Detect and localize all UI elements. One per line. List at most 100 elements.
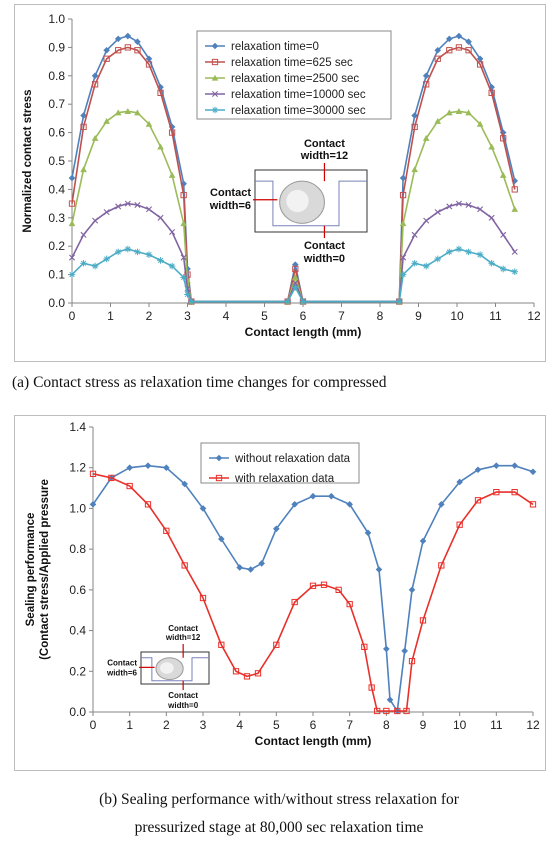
chart-a-data-point — [157, 257, 164, 264]
chart-b-data-point — [144, 462, 152, 469]
chart-a-data-point — [114, 248, 122, 256]
chart-a-data-point — [411, 231, 418, 238]
chart-a-data-point — [455, 44, 463, 51]
chart-a-data-point — [434, 255, 442, 263]
chart-b: 0.00.20.40.60.81.01.21.40 1 2 3 4 5 6 7 8 9 10 11 12… — [25, 420, 540, 748]
chart-a-legend-box — [196, 30, 392, 120]
chart-a-data-point — [511, 205, 519, 212]
chart-a-data-point — [446, 47, 453, 54]
chart-b-legend-label: with relaxation data — [234, 473, 335, 485]
chart-a-data-point — [422, 72, 430, 80]
chart-a-data-point — [68, 271, 76, 278]
chart-a-data-point — [145, 61, 153, 68]
chart-b-y-tick-label: 0.6 — [69, 583, 86, 597]
chart-a-data-point — [465, 201, 472, 209]
chart-a-data-point — [114, 109, 122, 116]
chart-a-data-point — [103, 117, 110, 124]
chart-a-data-point — [500, 231, 507, 238]
chart-a-data-point — [134, 47, 141, 54]
chart-a-y-tick-label: 0.4 — [48, 182, 65, 196]
chart-b-data-point — [126, 464, 133, 472]
chart-b-data-point — [394, 707, 401, 715]
chart-a-data-point — [124, 245, 132, 253]
chart-b-y-tick-label: 0.8 — [69, 542, 86, 556]
chart-a-data-point — [80, 259, 87, 267]
chart-b-data-point — [291, 598, 298, 606]
chart-a-data-point — [115, 47, 122, 54]
caption-b-line2: pressurized stage at 80,000 sec relaxati… — [134, 819, 424, 836]
chart-a-x-tick-label: 6 — [300, 309, 307, 323]
chart-b-data-point — [236, 564, 243, 571]
chart-a-inset-label-bottom: width=0 — [303, 253, 345, 265]
chart-b-x-tick-label: 10 — [453, 718, 467, 732]
chart-b-data-point — [374, 707, 381, 715]
caption-b-line1: (b) Sealing performance with/without str… — [99, 791, 459, 808]
chart-b-x-tick-label: 2 — [163, 718, 170, 732]
chart-a-data-point — [180, 274, 187, 281]
chart-a-data-point — [91, 134, 99, 141]
chart-b-x-tick-label: 5 — [273, 718, 280, 732]
chart-a-data-point — [465, 38, 472, 46]
chart-a-data-point — [488, 143, 495, 150]
chart-b-x-tick-label: 8 — [383, 718, 390, 732]
chart-a-inset-oring-highlight — [286, 189, 309, 213]
chart-a-data-point — [465, 47, 472, 54]
chart-b-data-point — [181, 562, 188, 569]
chart-a-data-point — [411, 112, 418, 119]
chart-a-data-point — [422, 262, 430, 270]
chart-b-data-point — [89, 470, 97, 477]
chart-a-data-point — [169, 228, 176, 236]
chart-b-data-point — [335, 586, 342, 593]
chart-a-x-tick-label: 10 — [450, 309, 464, 323]
chart-a-data-point — [399, 220, 407, 227]
chart-a-data-point — [292, 280, 299, 287]
chart-b-series-1 — [89, 462, 537, 715]
chart-a-y-tick-label: 0.1 — [48, 268, 65, 282]
chart-a-data-point — [465, 248, 472, 256]
chart-b-data-point — [386, 696, 394, 704]
chart-a-x-tick-label: 0 — [69, 309, 76, 323]
chart-a-data-point — [488, 89, 495, 96]
chart-a-x-tick-label: 11 — [489, 309, 502, 323]
chart-a-data-point — [103, 255, 110, 263]
chart-b-data-point — [258, 560, 265, 567]
chart-a-data-point — [434, 209, 441, 216]
chart-b-data-point — [511, 462, 518, 469]
chart-b-x-tick-label: 12 — [526, 718, 540, 732]
chart-b-legend: without relaxation data with relaxation d… — [200, 442, 360, 485]
chart-a-data-point — [488, 259, 495, 267]
chart-a-data-point — [511, 268, 519, 276]
chart-b-legend-box — [200, 442, 360, 484]
chart-b-inset-label-left: width=6 — [106, 668, 138, 677]
chart-a-x-tick-label: 5 — [261, 309, 268, 323]
chart-a-inset-groove — [255, 180, 367, 227]
chart-a-data-point — [411, 259, 418, 267]
chart-a-data-point — [157, 143, 164, 150]
chart-b-data-point — [456, 521, 463, 528]
chart-a-data-point — [476, 55, 484, 63]
chart-a-x-label: Contact length (mm) — [245, 325, 362, 339]
chart-a-legend-label: relaxation time=2500 sec — [231, 73, 359, 85]
chart-a-data-point — [455, 32, 463, 40]
chart-b-x-tick-label: 3 — [200, 718, 207, 732]
chart-b-x-tick-label: 0 — [90, 718, 97, 732]
chart-a-data-point — [284, 298, 291, 305]
chart-a-series-line — [71, 202, 516, 303]
chart-a-data-point — [476, 61, 484, 68]
chart-a-data-point — [292, 265, 299, 273]
chart-b-series-2 — [89, 470, 537, 715]
chart-a-data-point — [434, 117, 442, 124]
chart-b-data-point — [346, 600, 353, 608]
chart-a-data-point — [68, 220, 76, 227]
chart-a-series-line — [71, 110, 516, 303]
chart-b-data-point — [493, 489, 500, 496]
chart-a-data-point — [455, 200, 462, 207]
chart-a-legend-marker — [211, 106, 219, 114]
chart-b-data-point — [419, 537, 427, 545]
chart-a: 0.00.10.20.30.40.50.60.70.80.91.00 1 2 3 4 5 6… — [22, 12, 541, 339]
chart-a-data-point — [168, 262, 176, 270]
chart-b-legend-marker — [215, 474, 223, 482]
chart-a-data-point — [124, 108, 132, 114]
chart-b-series-line — [92, 473, 534, 712]
chart-a-data-point — [80, 231, 87, 238]
